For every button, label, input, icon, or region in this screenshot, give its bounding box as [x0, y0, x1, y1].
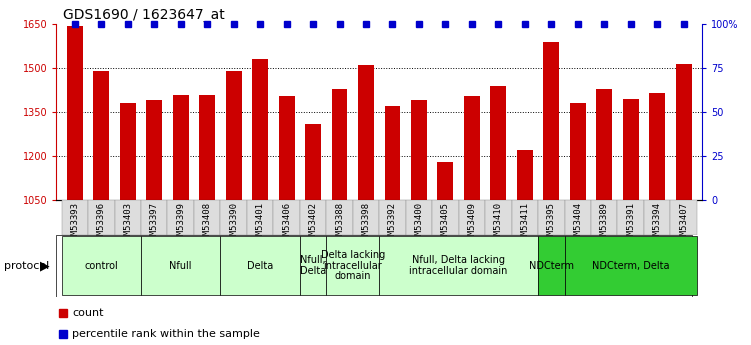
Text: Nfull: Nfull [170, 261, 192, 270]
Bar [538, 236, 565, 295]
Bar [617, 200, 644, 235]
Bar [62, 236, 141, 295]
Bar [88, 200, 115, 235]
Bar [194, 200, 221, 235]
Bar [279, 96, 294, 345]
Bar [464, 96, 480, 345]
Text: ▶: ▶ [40, 259, 50, 272]
Text: protocol: protocol [4, 261, 49, 270]
Text: GSM53403: GSM53403 [123, 202, 132, 245]
Bar [93, 71, 109, 345]
Bar [490, 86, 506, 345]
Bar [671, 200, 697, 235]
Text: GSM53389: GSM53389 [600, 202, 609, 245]
Bar [167, 200, 194, 235]
Text: control: control [84, 261, 118, 270]
Bar [544, 42, 559, 345]
Bar [327, 236, 379, 295]
Bar [300, 200, 327, 235]
Text: GSM53402: GSM53402 [309, 202, 318, 245]
Bar [199, 95, 215, 345]
Text: count: count [72, 308, 104, 318]
Bar [221, 236, 300, 295]
Bar [438, 162, 454, 345]
Bar [676, 64, 692, 345]
Text: GSM53394: GSM53394 [653, 202, 662, 245]
Bar [221, 200, 247, 235]
Text: GSM53407: GSM53407 [679, 202, 688, 245]
Text: percentile rank within the sample: percentile rank within the sample [72, 329, 261, 339]
Bar [115, 200, 141, 235]
Text: GSM53397: GSM53397 [149, 202, 158, 245]
Bar [173, 95, 189, 345]
Bar [644, 200, 671, 235]
Text: GSM53388: GSM53388 [335, 202, 344, 245]
Bar [252, 59, 268, 345]
Bar [538, 200, 565, 235]
Text: Delta: Delta [247, 261, 273, 270]
Bar [327, 200, 353, 235]
Text: GSM53405: GSM53405 [441, 202, 450, 245]
Text: GSM53391: GSM53391 [626, 202, 635, 245]
Bar [226, 71, 242, 345]
Bar [146, 100, 162, 345]
Text: GSM53408: GSM53408 [203, 202, 212, 245]
Bar [332, 89, 348, 345]
Text: GSM53411: GSM53411 [520, 202, 529, 245]
Bar [141, 236, 221, 295]
Bar [120, 104, 136, 345]
Text: Delta lacking
intracellular
domain: Delta lacking intracellular domain [321, 250, 385, 282]
Bar [565, 200, 591, 235]
Bar [411, 100, 427, 345]
Text: GSM53401: GSM53401 [255, 202, 264, 245]
Bar [385, 106, 400, 345]
Text: GSM53395: GSM53395 [547, 202, 556, 245]
Bar [353, 200, 379, 235]
Bar [62, 200, 88, 235]
Bar [358, 65, 374, 345]
Text: GSM53399: GSM53399 [176, 202, 185, 245]
Bar [379, 200, 406, 235]
Text: NDCterm, Delta: NDCterm, Delta [592, 261, 669, 270]
Text: GDS1690 / 1623647_at: GDS1690 / 1623647_at [63, 8, 225, 22]
Bar [565, 236, 697, 295]
Text: GSM53400: GSM53400 [415, 202, 424, 245]
Bar [591, 200, 617, 235]
Bar [650, 93, 665, 345]
Bar [141, 200, 167, 235]
Text: GSM53404: GSM53404 [573, 202, 582, 245]
Bar [623, 99, 638, 345]
Bar [459, 200, 485, 235]
Bar [247, 200, 273, 235]
Bar [511, 200, 538, 235]
Text: GSM53406: GSM53406 [282, 202, 291, 245]
Text: GSM53398: GSM53398 [361, 202, 370, 245]
Bar [379, 236, 538, 295]
Text: GSM53410: GSM53410 [494, 202, 503, 245]
Text: GSM53393: GSM53393 [71, 202, 80, 245]
Text: GSM53409: GSM53409 [467, 202, 476, 245]
Text: GSM53392: GSM53392 [388, 202, 397, 245]
Text: Nfull, Delta lacking
intracellular domain: Nfull, Delta lacking intracellular domai… [409, 255, 508, 276]
Bar [406, 200, 432, 235]
Text: NDCterm: NDCterm [529, 261, 574, 270]
Bar [67, 26, 83, 345]
Bar [273, 200, 300, 235]
Bar [300, 236, 327, 295]
Bar [517, 150, 532, 345]
Bar [432, 200, 459, 235]
Bar [596, 89, 612, 345]
Text: GSM53390: GSM53390 [229, 202, 238, 245]
Bar [305, 124, 321, 345]
Bar [570, 104, 586, 345]
Text: GSM53396: GSM53396 [97, 202, 106, 245]
Bar [485, 200, 511, 235]
Text: Nfull,
Delta: Nfull, Delta [300, 255, 326, 276]
